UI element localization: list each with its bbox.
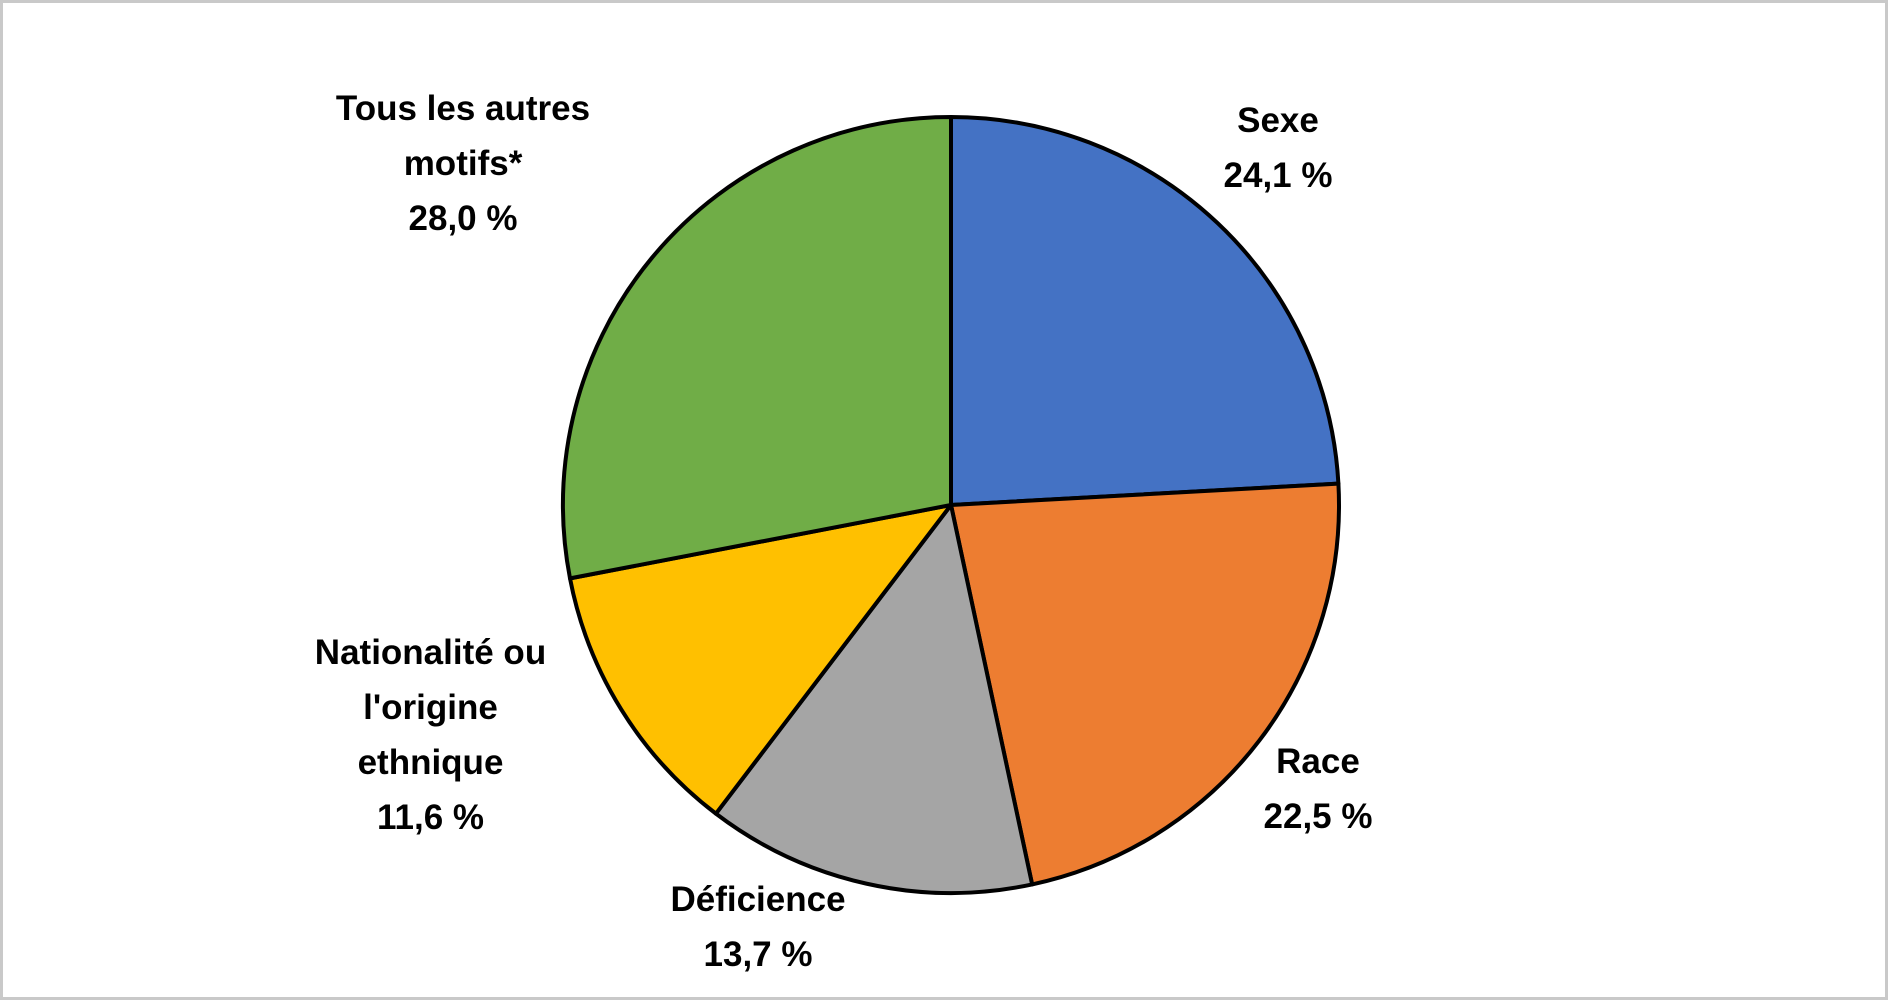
slice-label-name: Sexe [1237,101,1319,140]
slice-label-tous-les-autres-motifs: Tous les autres motifs* 28,0 % [243,81,683,246]
pie-slice-sexe [949,115,1341,507]
slice-label-value: 11,6 % [376,798,485,837]
slice-label-value: 13,7 % [703,935,813,974]
slice-label-value: 28,0 % [408,199,518,238]
slice-label-name: Race [1276,742,1360,781]
slice-label-value: 24,1 % [1223,156,1333,195]
slice-label-name: ethnique [357,743,504,782]
slice-label-value: 22,5 % [1263,797,1373,836]
pie-slice-deficience [713,503,1035,895]
slice-label-name: motifs* [403,144,523,183]
slice-label-name: Déficience [670,880,846,919]
slice-label-race: Race 22,5 % [1163,734,1473,844]
pie-slice-tous-les-autres-motifs [561,115,953,581]
pie-chart [561,115,1341,895]
pie-slice-nationalite-origine-ethnique [568,503,953,816]
slice-label-name: l'origine [363,688,498,727]
slice-label-sexe: Sexe 24,1 % [1123,93,1433,203]
pie-slice-race [949,481,1341,887]
slice-label-name: Tous les autres [335,89,591,128]
slice-label-deficience: Déficience 13,7 % [573,872,943,982]
slice-label-name: Nationalité ou [314,633,547,672]
slice-label-nationalite-origine-ethnique: Nationalité ou l'origine ethnique 11,6 % [258,625,603,845]
